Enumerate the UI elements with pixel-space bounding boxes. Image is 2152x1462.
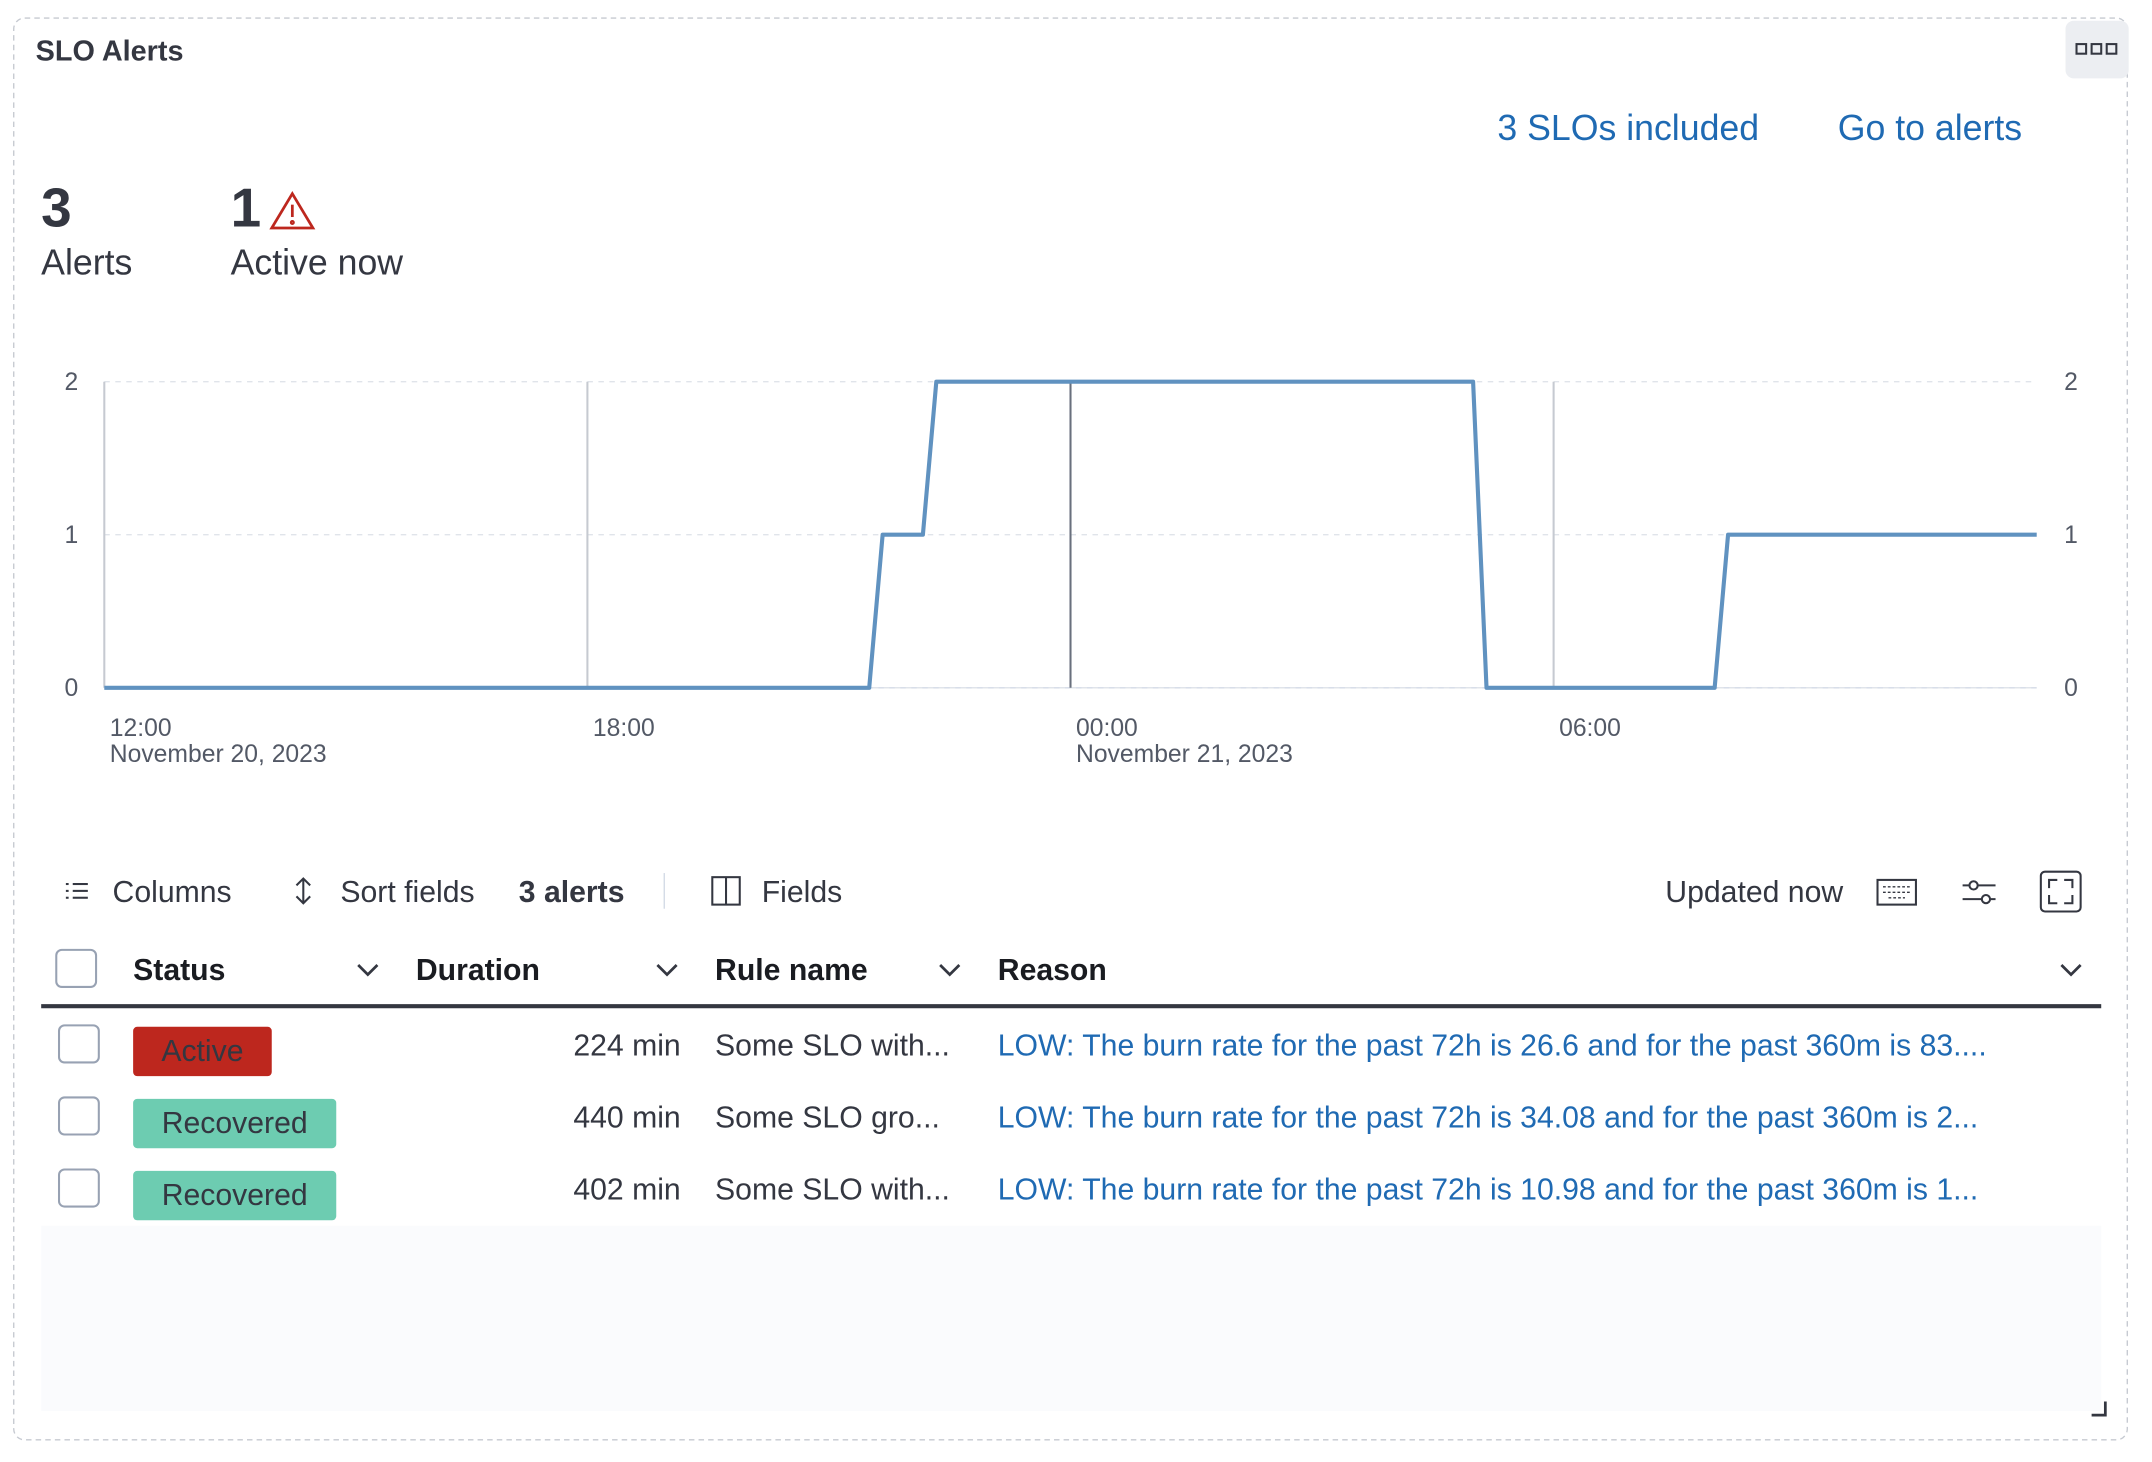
x-tick-label: 06:00	[1559, 715, 1621, 742]
column-menu[interactable]	[656, 964, 678, 977]
column-menu[interactable]	[357, 964, 379, 977]
table-empty-area	[41, 1225, 2102, 1412]
column-menu[interactable]	[2060, 964, 2082, 977]
row-checkbox[interactable]	[57, 1168, 100, 1208]
status-text: Recovered	[162, 1179, 308, 1212]
column-menu[interactable]	[939, 964, 961, 977]
y-tick-label: 0	[64, 675, 78, 702]
sort-button[interactable]: Sort fields	[295, 876, 475, 909]
table: Status Duration Rule name Reason Active 224 m…	[57, 954, 2082, 1221]
alert-count: 3 alerts	[519, 876, 625, 909]
toolbar-label: Fields	[762, 876, 843, 909]
reason-link[interactable]: LOW: The burn rate for the past 72h is 3…	[998, 1102, 1979, 1135]
reason-link[interactable]: LOW: The burn rate for the past 72h is 2…	[998, 1030, 1987, 1063]
duration: 440 min	[573, 1102, 680, 1135]
display-settings-button[interactable]	[1962, 880, 1996, 905]
stat-label: Alerts	[41, 243, 132, 283]
toolbar-label: Columns	[113, 876, 232, 909]
x-tick-label: 00:00	[1076, 715, 1138, 742]
y-tick-label: 2	[64, 369, 78, 396]
line-series	[104, 379, 2037, 690]
panel-border	[13, 17, 2128, 1441]
panel-menu[interactable]	[2065, 20, 2129, 79]
keyboard-button[interactable]	[1876, 878, 1917, 906]
status-badge	[133, 1170, 337, 1221]
status-badge	[133, 1098, 337, 1149]
column-header[interactable]: Reason	[998, 954, 1107, 987]
duration: 402 min	[573, 1174, 680, 1207]
column-header[interactable]: Rule name	[715, 954, 868, 987]
y2-tick-label: 0	[2064, 675, 2078, 702]
status-text: Active	[161, 1035, 243, 1068]
x-tick-label: 18:00	[593, 715, 655, 742]
rule-name: Some SLO with...	[715, 1174, 950, 1207]
panel-title: SLO Alerts	[36, 36, 184, 68]
select-all-checkbox[interactable]	[55, 948, 98, 988]
toolbar-label: Sort fields	[340, 876, 474, 909]
link[interactable]: Go to alerts	[1838, 108, 2022, 148]
rule-name: Some SLO with...	[715, 1030, 950, 1063]
status-text: Recovered	[162, 1107, 308, 1140]
x-tick-label: 12:00	[110, 715, 172, 742]
fields-button[interactable]: Fields	[711, 876, 843, 909]
row-checkbox[interactable]	[57, 1096, 100, 1136]
y2-tick-label: 2	[2064, 369, 2078, 396]
row-checkbox[interactable]	[57, 1024, 100, 1064]
stat-value: 1	[231, 177, 262, 239]
columns-button[interactable]: Columns	[65, 876, 232, 909]
link[interactable]: 3 SLOs included	[1497, 108, 1759, 148]
stat-value: 3	[41, 177, 72, 239]
status-badge	[133, 1026, 272, 1077]
column-header[interactable]: Duration	[416, 954, 540, 987]
reason-link[interactable]: LOW: The burn rate for the past 72h is 1…	[998, 1174, 1979, 1207]
rule-name: Some SLO gro...	[715, 1102, 940, 1135]
column-header[interactable]: Status	[133, 954, 225, 987]
warning-icon	[269, 191, 316, 230]
duration: 224 min	[573, 1030, 680, 1063]
resize-handle[interactable]	[2091, 1401, 2107, 1417]
y2-tick-label: 1	[2064, 522, 2078, 549]
y-tick-label: 1	[64, 522, 78, 549]
x-tick-sublabel: November 20, 2023	[110, 741, 327, 768]
stat-label: Active now	[231, 243, 404, 283]
fullscreen-button[interactable]	[2039, 870, 2082, 913]
updated-label: Updated now	[1665, 876, 1843, 909]
x-tick-sublabel: November 21, 2023	[1076, 741, 1293, 768]
